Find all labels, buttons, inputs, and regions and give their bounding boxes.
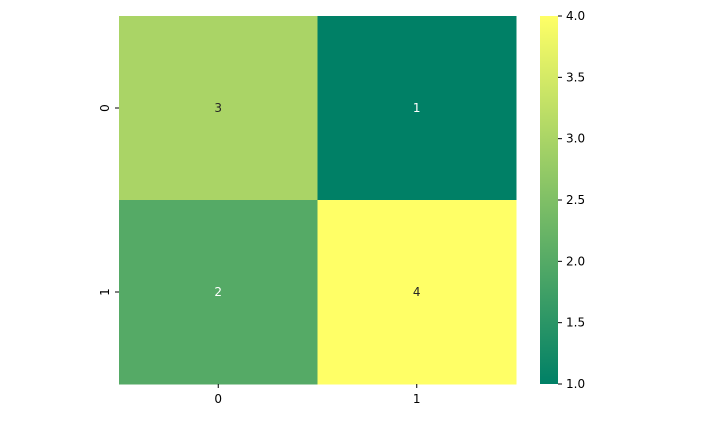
x-tick-label: 0 (214, 392, 222, 406)
y-tick-label: 1 (98, 288, 112, 296)
y-tick-label: 0 (98, 104, 112, 112)
cell-annotation: 2 (214, 285, 222, 299)
colorbar-tick-label: 4.0 (566, 9, 585, 23)
cell-annotation: 1 (413, 101, 421, 115)
colorbar-tick-label: 2.0 (566, 254, 585, 268)
colorbar-tick-label: 3.0 (566, 132, 585, 146)
colorbar-tick-label: 1.5 (566, 316, 585, 330)
colorbar (540, 16, 558, 384)
colorbar-tick-label: 1.0 (566, 377, 585, 391)
heatmap-cell (119, 200, 318, 385)
cell-annotation: 3 (214, 101, 222, 115)
colorbar-tick-label: 3.5 (566, 70, 585, 84)
heatmap-cell (317, 16, 517, 201)
heatmap-cell (317, 200, 517, 385)
heatmap-cell (119, 16, 318, 201)
x-tick-label: 1 (413, 392, 421, 406)
cell-annotation: 4 (413, 285, 421, 299)
colorbar-tick-label: 2.5 (566, 193, 585, 207)
